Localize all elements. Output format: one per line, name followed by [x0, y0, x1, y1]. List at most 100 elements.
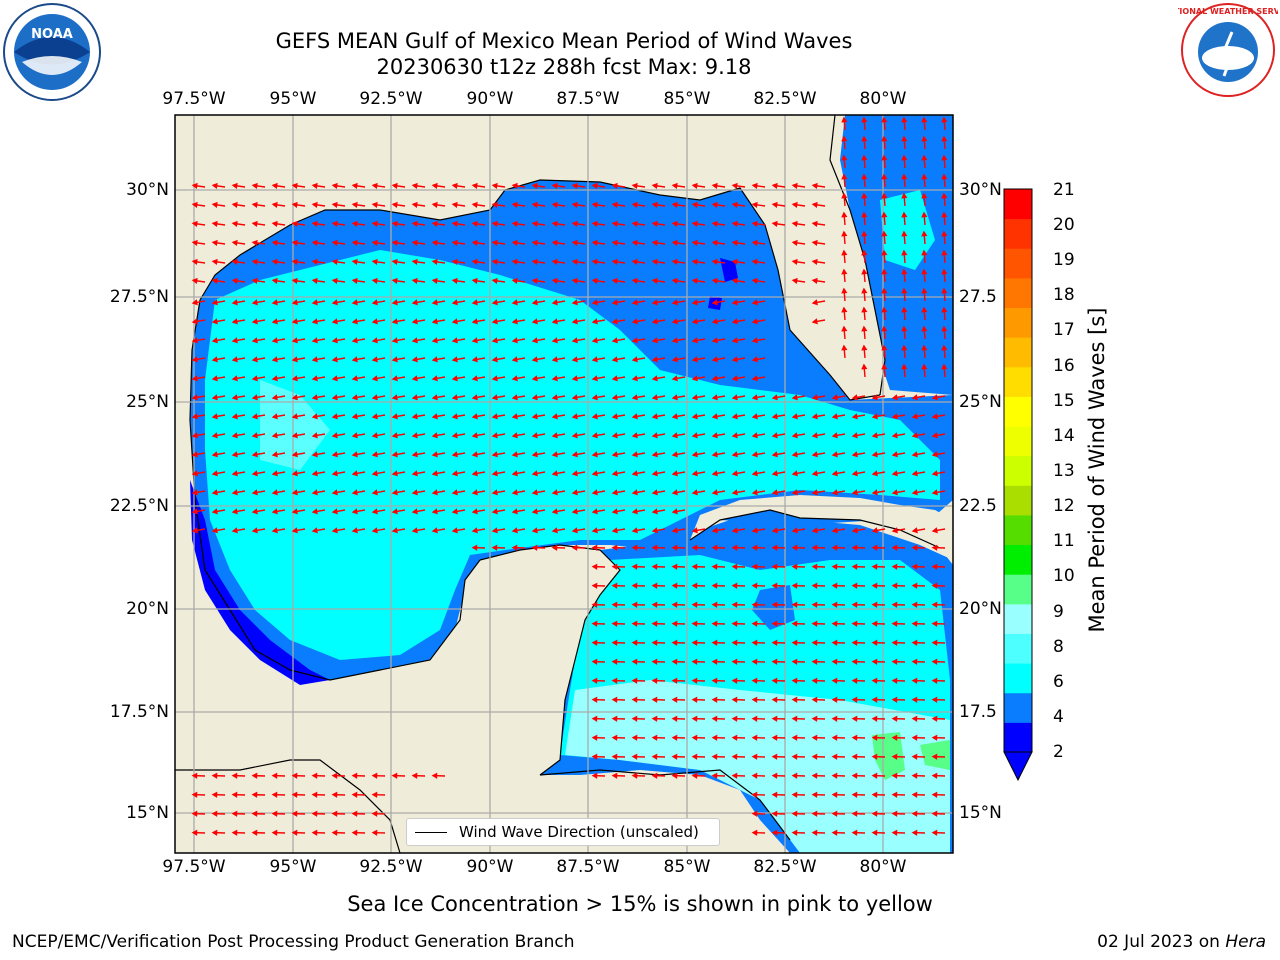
- wind-arrow-head: [291, 527, 298, 534]
- wind-arrow-head: [611, 715, 618, 722]
- wind-arrow-head: [311, 201, 318, 208]
- wind-arrow-head: [711, 258, 718, 265]
- wind-arrow-head: [731, 658, 738, 665]
- wind-arrow-head: [631, 220, 638, 227]
- wind-arrow-head: [391, 432, 398, 439]
- wind-arrow-head: [911, 677, 918, 684]
- lat-tick-left: 20°N: [126, 599, 169, 619]
- wind-arrow-head: [351, 470, 358, 477]
- wind-arrow-head: [691, 601, 698, 608]
- wind-arrow-head: [691, 639, 698, 646]
- wind-arrow-head: [551, 375, 558, 382]
- wind-arrow-head: [711, 394, 718, 401]
- wind-arrow-head: [831, 791, 838, 798]
- wind-arrow-head: [671, 220, 678, 227]
- wind-arrow-head: [551, 527, 558, 534]
- wind-arrow-head: [731, 601, 738, 608]
- wind-arrow-head: [511, 375, 518, 382]
- wind-arrow-head: [901, 154, 908, 161]
- wind-arrow-head: [311, 432, 318, 439]
- wind-arrow-head: [651, 470, 658, 477]
- wind-arrow-head: [531, 182, 538, 189]
- lon-tick-bottom: 92.5°W: [359, 857, 423, 877]
- wind-arrow-head: [411, 299, 418, 306]
- wind-arrow-head: [891, 601, 898, 608]
- wind-arrow-head: [391, 489, 398, 496]
- wind-arrow-head: [511, 182, 518, 189]
- wind-arrow-head: [771, 677, 778, 684]
- wind-arrow-head: [871, 489, 878, 496]
- wind-arrow-head: [941, 154, 948, 161]
- wind-arrow-head: [391, 277, 398, 284]
- wind-arrow-head: [271, 258, 278, 265]
- colorbar-segment: [1004, 277, 1032, 309]
- lon-tick-top: 85°W: [663, 89, 711, 109]
- wind-arrow-head: [491, 318, 498, 325]
- wind-arrow-head: [431, 258, 438, 265]
- wind-arrow-head: [371, 239, 378, 246]
- wind-arrow-head: [291, 772, 298, 779]
- wind-arrow-head: [511, 258, 518, 265]
- wind-arrow-head: [731, 677, 738, 684]
- wind-arrow-head: [431, 508, 438, 515]
- wind-arrow-head: [881, 344, 888, 351]
- wind-arrow-head: [881, 363, 888, 370]
- wind-arrow-head: [871, 470, 878, 477]
- wind-arrow-head: [871, 451, 878, 458]
- wind-arrow-head: [591, 258, 598, 265]
- wind-arrow-head: [551, 489, 558, 496]
- wind-arrow-head: [871, 734, 878, 741]
- wind-arrow-head: [191, 299, 198, 306]
- wind-arrow-head: [211, 772, 218, 779]
- wind-arrow-head: [861, 173, 868, 180]
- wind-arrow-head: [571, 220, 578, 227]
- wind-arrow-head: [271, 337, 278, 344]
- wind-arrow-head: [691, 337, 698, 344]
- wind-arrow-head: [941, 344, 948, 351]
- wind-arrow-head: [711, 277, 718, 284]
- colorbar-tick: 15: [1053, 391, 1075, 411]
- wind-arrow-head: [891, 470, 898, 477]
- wind-arrow-head: [351, 299, 358, 306]
- wind-arrow-head: [391, 220, 398, 227]
- wind-arrow-head: [571, 508, 578, 515]
- wind-arrow-head: [851, 829, 858, 836]
- wind-arrow-head: [831, 489, 838, 496]
- wind-arrow-head: [651, 277, 658, 284]
- wind-arrow-head: [411, 451, 418, 458]
- wind-arrow-head: [651, 182, 658, 189]
- wind-arrow-head: [191, 356, 198, 363]
- wind-arrow-head: [411, 220, 418, 227]
- wind-arrow-head: [431, 451, 438, 458]
- wind-arrow-head: [841, 344, 848, 351]
- wind-arrow-head: [331, 791, 338, 798]
- wind-arrow-head: [911, 829, 918, 836]
- wind-arrow-head: [811, 696, 818, 703]
- wind-arrow-head: [651, 432, 658, 439]
- wind-arrow-head: [871, 791, 878, 798]
- wind-arrow-head: [731, 544, 738, 551]
- wind-arrow-head: [831, 582, 838, 589]
- wind-arrow-head: [591, 601, 598, 608]
- wind-arrow-head: [831, 451, 838, 458]
- wind-arrow-head: [831, 470, 838, 477]
- wind-arrow-head: [451, 375, 458, 382]
- wind-arrow-head: [251, 489, 258, 496]
- wind-arrow-head: [921, 154, 928, 161]
- wind-arrow-head: [551, 470, 558, 477]
- wind-arrow-head: [451, 451, 458, 458]
- wind-arrow-head: [841, 249, 848, 256]
- wind-arrow-head: [311, 489, 318, 496]
- wind-arrow-head: [271, 239, 278, 246]
- wind-arrow-head: [901, 211, 908, 218]
- wind-arrow-head: [931, 544, 938, 551]
- wind-arrow-head: [671, 772, 678, 779]
- wind-arrow-head: [191, 220, 198, 227]
- wind-arrow-head: [631, 772, 638, 779]
- wind-arrow-head: [611, 582, 618, 589]
- wind-arrow-head: [591, 413, 598, 420]
- wind-arrow-head: [751, 337, 758, 344]
- wind-arrow-head: [631, 318, 638, 325]
- wind-arrow-head: [311, 277, 318, 284]
- wind-arrow-head: [671, 715, 678, 722]
